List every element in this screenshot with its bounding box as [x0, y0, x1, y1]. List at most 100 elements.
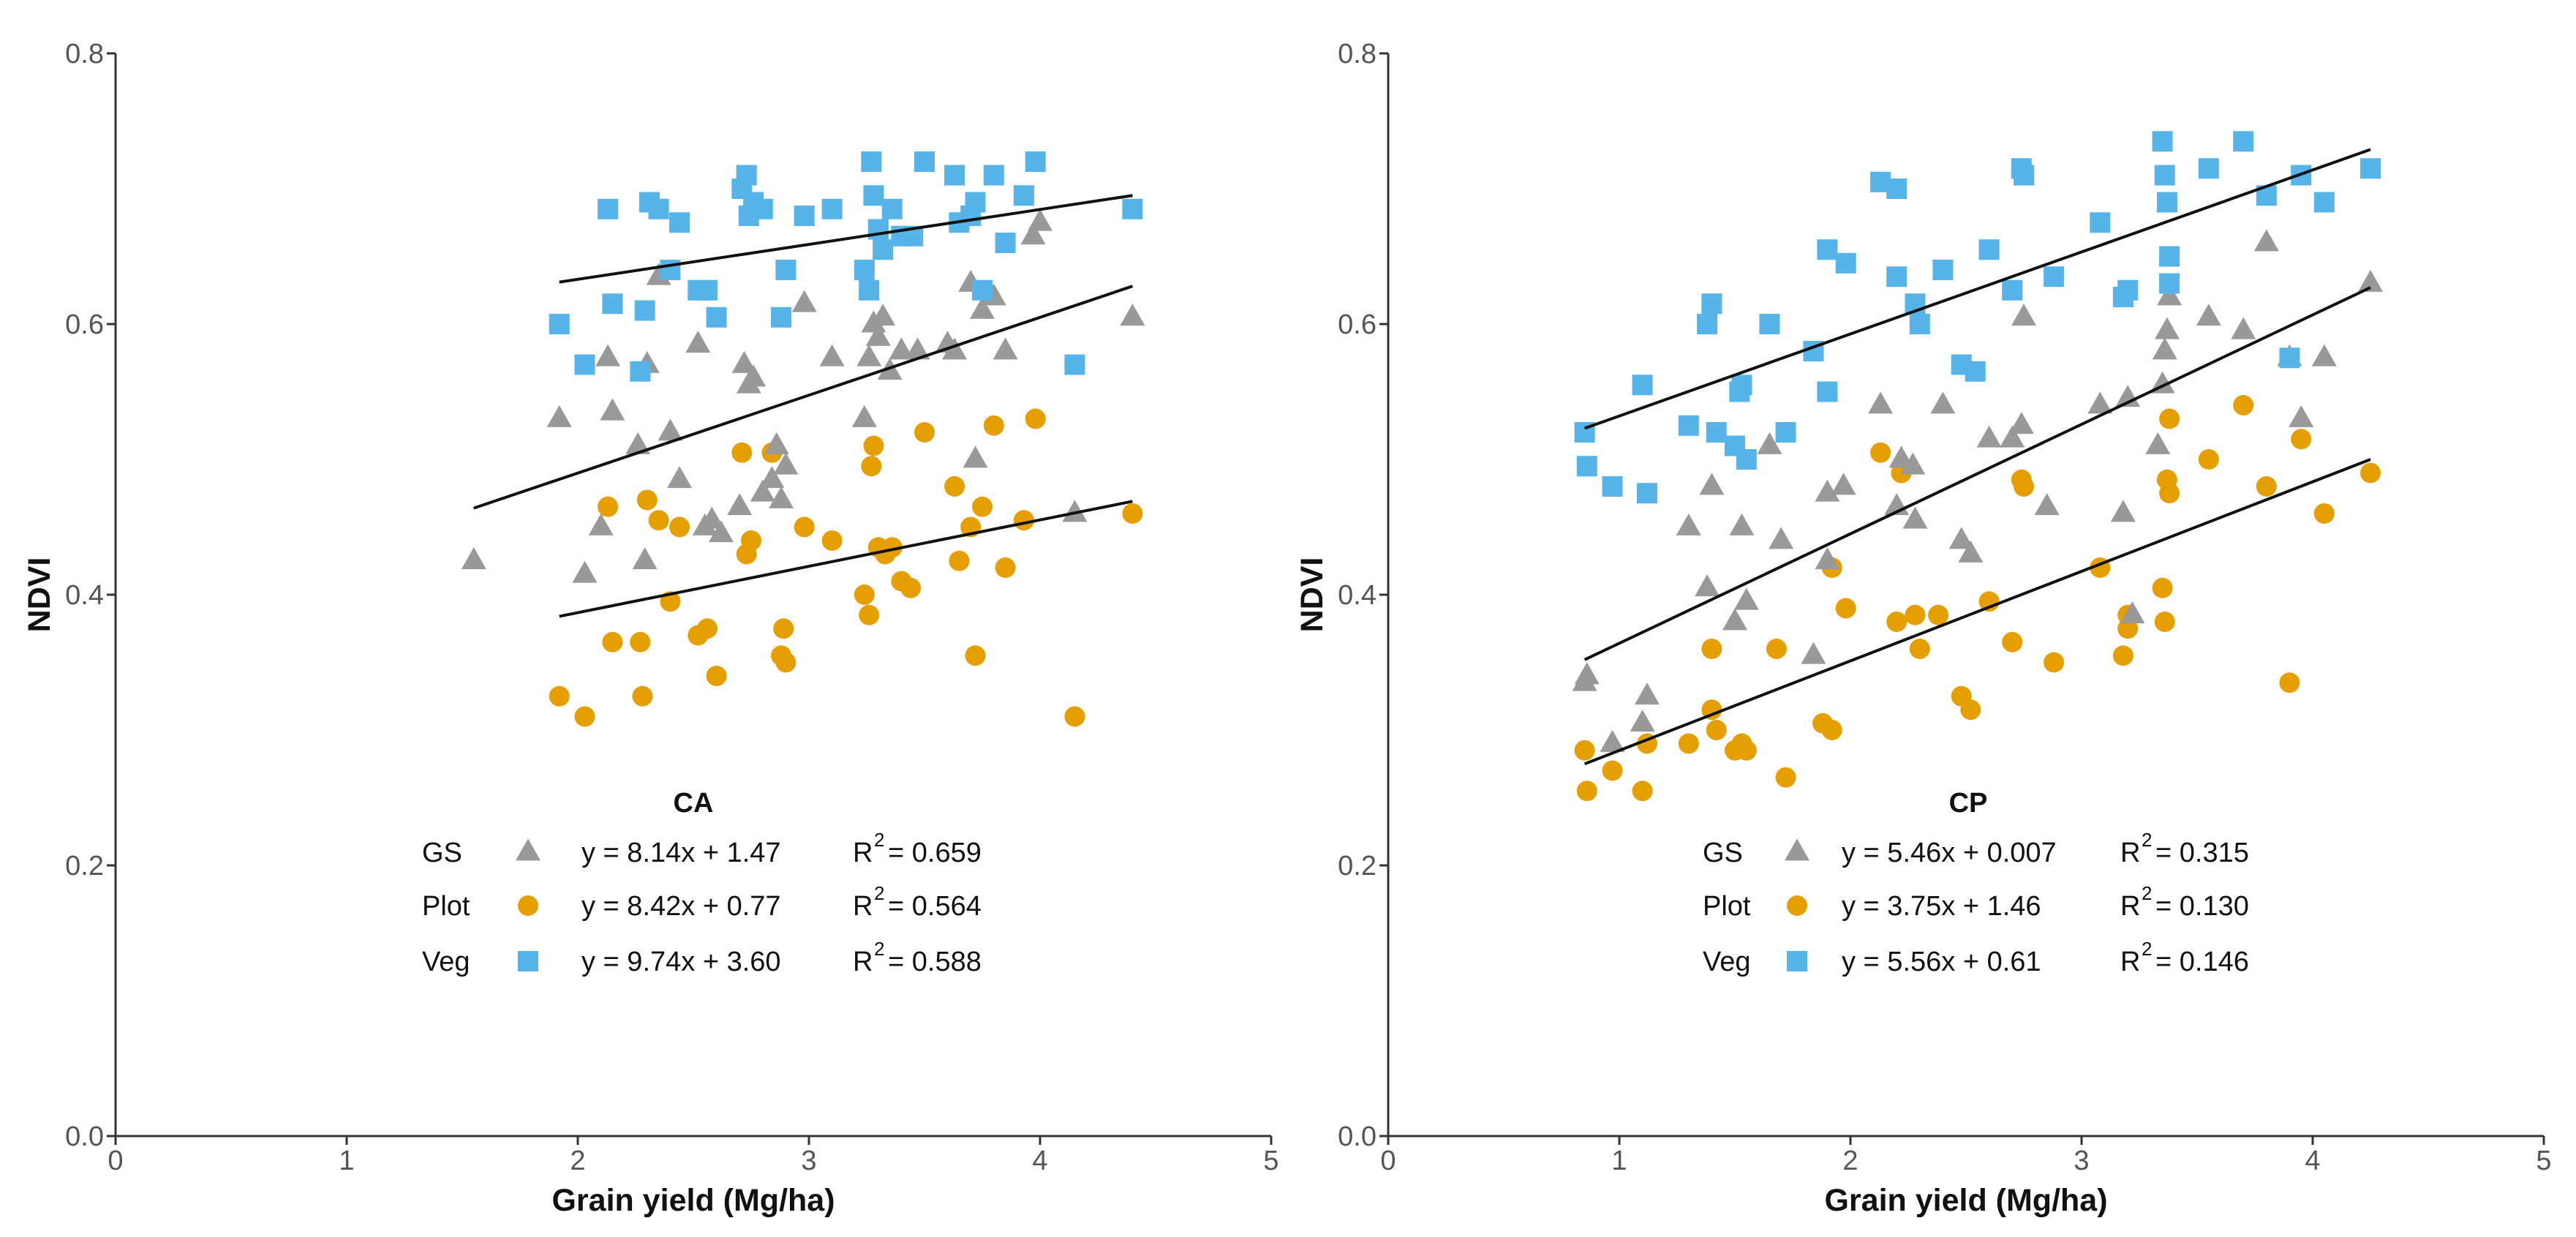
data-point-plot	[972, 496, 993, 517]
data-point-gs	[2087, 391, 2113, 414]
legend-r2-superscript: 2	[874, 829, 884, 851]
legend-label-veg: Veg	[1703, 947, 1751, 977]
data-point-plot	[602, 631, 623, 653]
data-point-gs	[942, 337, 968, 360]
data-point-veg	[634, 300, 655, 321]
data-point-gs	[2120, 601, 2145, 624]
y-tick-label: 0.8	[65, 39, 104, 69]
data-point-veg	[2360, 158, 2381, 179]
data-point-gs	[905, 337, 930, 360]
data-point-veg	[794, 206, 815, 226]
data-point-gs	[2011, 304, 2036, 326]
data-point-plot	[859, 604, 880, 625]
data-point-gs	[759, 466, 785, 489]
data-point-plot	[598, 496, 619, 517]
data-point-veg	[549, 314, 570, 334]
x-tick-label: 2	[1842, 1146, 1858, 1176]
data-point-plot	[2360, 462, 2381, 484]
data-point-gs	[1630, 710, 1655, 732]
data-point-veg	[660, 260, 681, 280]
data-point-gs	[2154, 317, 2180, 339]
legend-title: CA	[674, 788, 714, 819]
data-point-plot	[965, 645, 986, 666]
data-point-plot	[773, 618, 794, 639]
data-point-gs	[1769, 527, 1794, 549]
data-point-veg	[1736, 449, 1757, 470]
series-veg	[549, 151, 1143, 382]
data-point-plot	[630, 631, 651, 653]
data-point-gs	[727, 493, 753, 516]
data-point-veg	[965, 192, 986, 213]
legend-r2-label: R	[2120, 891, 2140, 922]
data-point-gs	[2008, 412, 2034, 435]
data-point-plot	[2279, 672, 2300, 693]
data-point-veg	[1025, 151, 1046, 172]
legend-r2-label: R	[853, 838, 873, 868]
data-point-gs	[625, 432, 651, 454]
data-point-gs	[1028, 208, 1052, 231]
data-point-gs	[1930, 391, 1956, 414]
data-point-veg	[1835, 252, 1856, 274]
data-point-veg	[706, 307, 727, 328]
data-point-plot	[2159, 408, 2180, 429]
x-tick-label: 2	[570, 1146, 585, 1176]
data-point-gs	[1815, 547, 1840, 570]
data-point-veg	[2313, 192, 2335, 213]
data-point-veg	[2117, 279, 2139, 301]
data-point-gs	[769, 486, 794, 508]
data-point-plot	[1574, 740, 1595, 761]
data-point-veg	[2156, 192, 2177, 213]
data-point-gs	[667, 466, 693, 489]
series-plot	[1574, 395, 2381, 802]
data-point-veg	[983, 165, 1004, 186]
legend-r2-label: R	[853, 947, 873, 977]
legend-r2-value: = 0.564	[888, 891, 982, 922]
legend-r2-value: = 0.315	[2155, 838, 2249, 868]
legend-r2-value: = 0.146	[2155, 947, 2249, 977]
data-point-plot	[863, 435, 884, 456]
data-point-veg	[854, 260, 875, 280]
data-point-gs	[1902, 506, 1928, 529]
data-point-plot	[636, 489, 658, 511]
data-point-veg	[1932, 260, 1954, 280]
data-point-plot	[2112, 645, 2134, 666]
legend-equation: y = 9.74x + 3.60	[581, 947, 781, 977]
legend-title: CP	[1949, 788, 1988, 819]
data-point-plot	[1025, 408, 1046, 429]
regression-line-gs	[1583, 286, 2371, 661]
data-point-veg	[1775, 422, 1796, 443]
data-point-veg	[914, 151, 935, 172]
data-point-plot	[775, 652, 796, 673]
data-point-plot	[821, 530, 843, 551]
data-point-gs	[632, 547, 658, 570]
series-gs	[461, 208, 1145, 583]
data-point-gs	[731, 350, 757, 373]
data-point-gs	[764, 432, 789, 454]
data-point-veg	[1701, 293, 1722, 315]
data-point-gs	[1695, 574, 1720, 597]
legend-r2-label: R	[2120, 947, 2140, 977]
x-axis-title: Grain yield (Mg/ha)	[551, 1183, 835, 1218]
legend-marker-gs	[516, 838, 541, 861]
data-point-veg	[1759, 314, 1780, 334]
y-tick-label: 0.6	[65, 309, 104, 340]
data-point-plot	[696, 618, 718, 639]
data-point-veg	[771, 307, 792, 328]
data-point-gs	[1600, 729, 1625, 752]
data-point-gs	[1699, 473, 1725, 495]
data-point-plot	[1678, 733, 1699, 754]
data-point-veg	[2198, 158, 2219, 179]
data-point-veg	[881, 198, 903, 219]
data-point-gs	[856, 344, 882, 366]
data-point-veg	[861, 151, 882, 172]
data-point-plot	[914, 422, 935, 443]
legend-label-plot: Plot	[1703, 891, 1751, 922]
data-point-veg	[1886, 266, 1907, 287]
data-point-veg	[821, 198, 843, 219]
data-point-gs	[1868, 391, 1894, 414]
data-point-gs	[2115, 385, 2141, 407]
data-point-gs	[1733, 587, 1759, 610]
data-point-plot	[881, 537, 903, 558]
y-tick-label: 0.4	[1338, 580, 1376, 611]
